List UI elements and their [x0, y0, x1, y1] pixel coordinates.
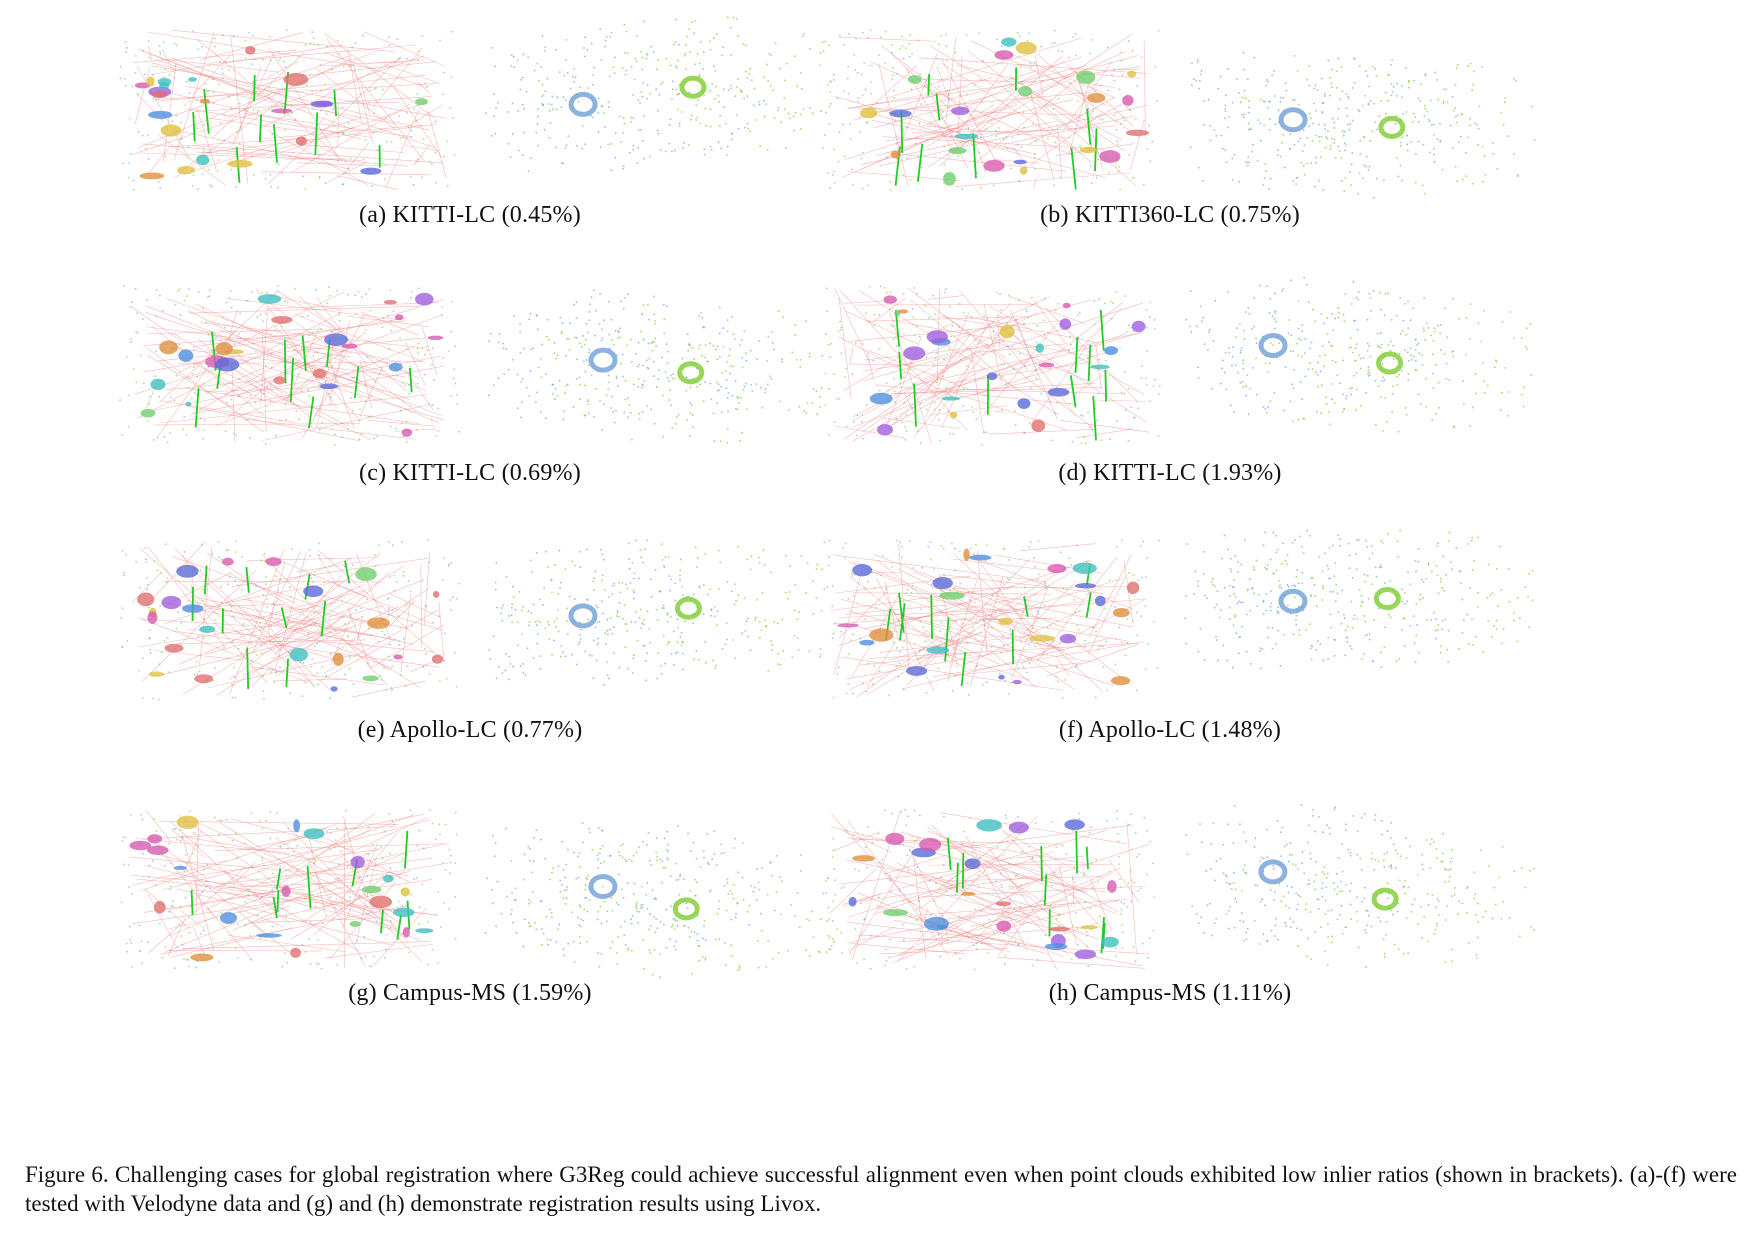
subfigure-caption: (d) KITTI-LC (1.93%) [1058, 460, 1282, 486]
aligned-cloud [488, 289, 832, 444]
point-cloud-visualization [100, 520, 840, 720]
correspondence-cloud [822, 809, 1156, 971]
subfigure-caption: (g) Campus-MS (1.59%) [348, 980, 592, 1006]
point-cloud-visualization [800, 10, 1540, 210]
point-cloud-visualization [100, 265, 840, 465]
point-cloud-visualization [100, 790, 840, 990]
aligned-cloud [484, 822, 835, 979]
aligned-cloud [485, 16, 835, 173]
subfigure-caption: (f) Apollo-LC (1.48%) [1058, 717, 1282, 743]
point-cloud-visualization [800, 790, 1540, 990]
correspondence-cloud [120, 539, 461, 701]
correspondence-cloud [824, 285, 1161, 446]
subfigure-caption: (a) KITTI-LC (0.45%) [359, 202, 581, 228]
point-cloud-visualization [800, 520, 1540, 720]
correspondence-cloud [819, 29, 1160, 191]
subfigure-caption: (c) KITTI-LC (0.69%) [359, 460, 581, 486]
correspondence-cloud [819, 539, 1161, 700]
subfigure-caption: (b) KITTI360-LC (0.75%) [1040, 202, 1300, 228]
correspondence-cloud [119, 285, 461, 446]
correspondence-cloud [120, 809, 458, 970]
correspondence-cloud [119, 29, 456, 191]
subfigure-caption: (e) Apollo-LC (0.77%) [357, 717, 583, 743]
aligned-cloud [1184, 529, 1534, 670]
point-cloud-visualization [100, 10, 840, 210]
figure-caption: Figure 6. Challenging cases for global r… [25, 1162, 1737, 1216]
aligned-cloud [1185, 804, 1535, 968]
subfigure-caption: (h) Campus-MS (1.11%) [1048, 980, 1292, 1006]
aligned-cloud [1185, 276, 1533, 433]
aligned-cloud [488, 539, 835, 686]
aligned-cloud [1189, 51, 1536, 199]
point-cloud-visualization [800, 265, 1540, 465]
